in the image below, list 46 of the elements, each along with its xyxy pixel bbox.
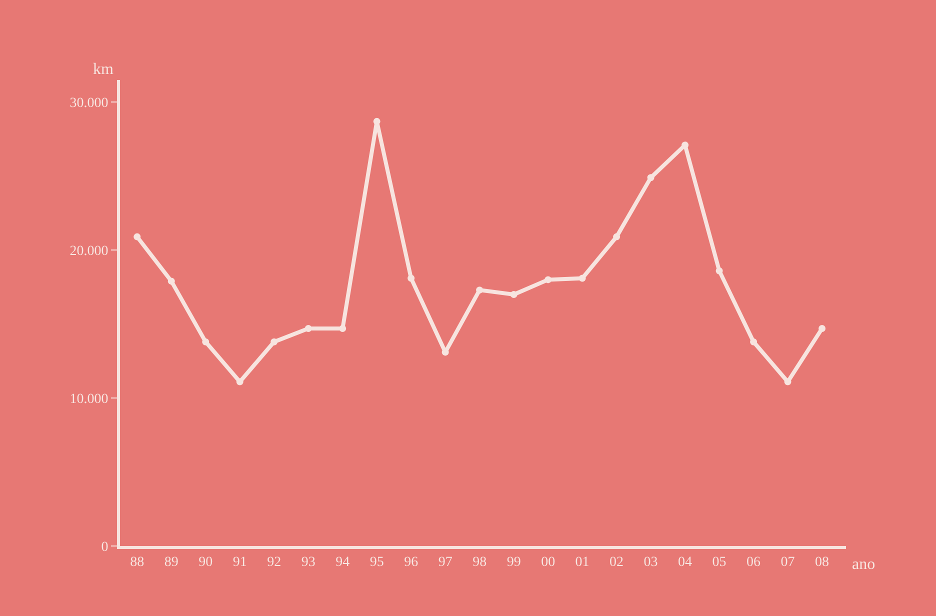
x-tick-label: 04 xyxy=(678,554,692,570)
x-tick-label: 96 xyxy=(404,554,418,570)
x-tick-label: 89 xyxy=(164,554,178,570)
point xyxy=(818,325,826,332)
x-tick-label: 93 xyxy=(301,554,316,570)
x-tick-label: 95 xyxy=(370,554,384,570)
x-tick-label: 97 xyxy=(438,554,452,570)
point xyxy=(304,325,312,332)
point xyxy=(168,278,175,285)
point xyxy=(134,233,141,240)
point xyxy=(578,274,586,282)
point xyxy=(339,325,346,332)
x-tick-label: 98 xyxy=(472,554,487,570)
point xyxy=(647,174,654,182)
point xyxy=(613,233,620,240)
x-tick-label: 00 xyxy=(541,554,556,570)
point xyxy=(784,378,792,386)
x-tick-label: 02 xyxy=(610,554,624,570)
x-tick-label: 94 xyxy=(336,554,350,570)
point xyxy=(270,338,278,346)
y-tick-label: 0 xyxy=(101,540,108,555)
y-axis-title: km xyxy=(93,61,114,78)
x-tick-label: 03 xyxy=(644,554,658,570)
x-tick-label: 88 xyxy=(130,554,144,570)
x-tick-label: 92 xyxy=(267,554,282,570)
y-tick-label: 30.000 xyxy=(70,96,108,112)
y-tick-label: 10.000 xyxy=(70,392,108,407)
x-tick-label: 07 xyxy=(780,554,795,570)
x-tick-label: 06 xyxy=(746,554,761,570)
point xyxy=(373,118,380,125)
x-tick-label: 01 xyxy=(575,554,590,570)
point xyxy=(750,338,758,346)
point xyxy=(408,274,415,282)
point xyxy=(202,338,210,346)
point xyxy=(544,276,552,284)
x-tick-label: 90 xyxy=(198,554,213,570)
x-tick-label: 99 xyxy=(506,554,521,570)
x-tick-label: 05 xyxy=(712,554,726,570)
x-tick-label: 91 xyxy=(232,554,247,570)
point xyxy=(476,286,484,294)
point xyxy=(510,291,518,298)
x-tick-label: 08 xyxy=(815,554,830,570)
x-axis-title: ano xyxy=(852,556,876,573)
y-tick-label: 20.000 xyxy=(70,244,108,260)
point xyxy=(236,378,244,386)
point xyxy=(716,267,723,274)
